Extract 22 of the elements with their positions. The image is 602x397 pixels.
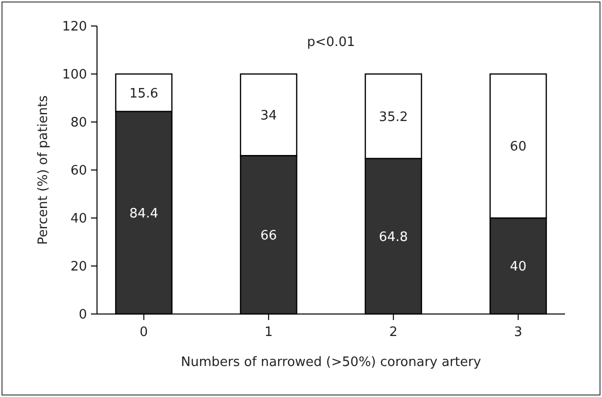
data-label: 35.2 (378, 110, 408, 125)
y-tick-label: 100 (62, 68, 87, 83)
data-label: 60 (510, 140, 526, 155)
x-tick-label: 2 (389, 325, 398, 340)
x-tick-label: 1 (264, 325, 273, 340)
data-label: 40 (510, 260, 526, 275)
annotation: p<0.01 (306, 35, 356, 50)
y-tick-label: 40 (70, 212, 87, 227)
x-tick-label: 3 (514, 325, 522, 340)
y-tick-label: 80 (70, 116, 87, 131)
y-axis-title: Percent (%) of patients (36, 95, 51, 245)
data-label: 34 (260, 108, 277, 124)
y-tick-label: 120 (62, 20, 87, 35)
data-label: 66 (260, 228, 277, 244)
x-axis-title: Numbers of narrowed (>50%) coronary artery (180, 355, 482, 370)
y-tick-label: 60 (70, 164, 87, 179)
data-label: 64.8 (378, 230, 408, 245)
data-label: 84.4 (129, 206, 158, 222)
y-tick-label: 20 (70, 260, 87, 275)
y-tick-label: 0 (78, 308, 87, 323)
data-label: 15.6 (129, 86, 158, 102)
x-tick-label: 0 (140, 325, 148, 340)
